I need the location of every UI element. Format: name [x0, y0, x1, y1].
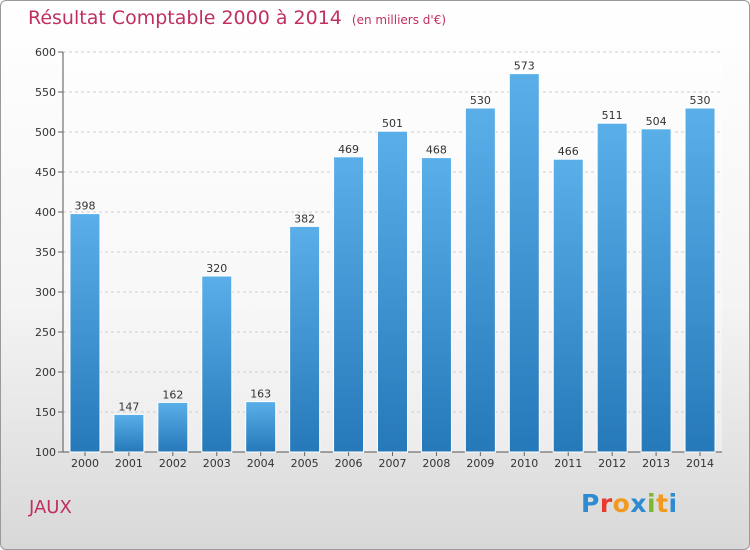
y-tick-label: 300 — [35, 286, 56, 299]
logo-letter: i — [647, 489, 657, 518]
bar — [464, 107, 496, 453]
chart-title: Résultat Comptable 2000 à 2014 — [28, 7, 342, 29]
bar — [69, 213, 101, 453]
proxiti-logo: Proxiti — [581, 489, 678, 518]
x-tick-label: 2010 — [510, 457, 538, 470]
x-tick-label: 2011 — [554, 457, 582, 470]
data-label: 530 — [690, 94, 711, 107]
x-tick-label: 2004 — [247, 457, 275, 470]
logo-letter: x — [630, 489, 647, 518]
logo-letter: r — [599, 489, 613, 518]
data-label: 320 — [206, 262, 227, 275]
y-tick-label: 250 — [35, 326, 56, 339]
bar — [245, 401, 277, 453]
x-tick-label: 2009 — [466, 457, 494, 470]
bar — [201, 275, 233, 453]
y-tick-label: 150 — [35, 406, 56, 419]
x-tick-label: 2003 — [203, 457, 231, 470]
logo-letter: t — [656, 489, 669, 518]
data-label: 147 — [118, 400, 139, 413]
y-tick-label: 200 — [35, 366, 56, 379]
data-label: 468 — [426, 144, 447, 157]
place-name: JAUX — [29, 497, 72, 518]
y-tick-label: 400 — [35, 206, 56, 219]
data-label: 163 — [250, 388, 271, 401]
x-tick-label: 2006 — [335, 457, 363, 470]
y-tick-label: 350 — [35, 246, 56, 259]
x-tick-label: 2001 — [115, 457, 143, 470]
bar — [508, 73, 540, 453]
x-tick-label: 2005 — [291, 457, 319, 470]
data-label: 469 — [338, 143, 359, 156]
x-tick-label: 2014 — [686, 457, 714, 470]
logo-letter: i — [668, 489, 678, 518]
bar — [289, 225, 321, 453]
x-tick-label: 2012 — [598, 457, 626, 470]
x-tick-label: 2002 — [159, 457, 187, 470]
logo-letter: P — [581, 489, 600, 518]
y-tick-label: 600 — [35, 46, 56, 59]
bar — [552, 158, 584, 453]
data-label: 398 — [74, 200, 95, 213]
data-label: 466 — [558, 145, 579, 158]
bar — [420, 157, 452, 453]
bar — [684, 107, 716, 453]
data-label: 501 — [382, 117, 403, 130]
bar — [640, 128, 672, 453]
data-label: 162 — [162, 388, 183, 401]
data-label: 504 — [646, 115, 667, 128]
bar — [333, 156, 365, 453]
y-tick-label: 500 — [35, 126, 56, 139]
bar — [157, 401, 189, 453]
data-label: 382 — [294, 212, 315, 225]
bar — [377, 130, 408, 453]
x-tick-label: 2008 — [422, 457, 450, 470]
chart-title-group: Résultat Comptable 2000 à 2014 (en millie… — [28, 7, 446, 29]
data-label: 573 — [514, 60, 535, 73]
unit-note: (en milliers d'€) — [351, 13, 447, 27]
x-tick-label: 2013 — [642, 457, 670, 470]
data-label: 511 — [602, 109, 623, 122]
x-tick-label: 2007 — [379, 457, 407, 470]
y-tick-label: 450 — [35, 166, 56, 179]
x-tick-label: 2000 — [71, 457, 99, 470]
bar — [113, 413, 145, 453]
y-tick-label: 100 — [35, 446, 56, 459]
logo-letter: o — [612, 489, 631, 518]
bar — [596, 122, 628, 453]
y-tick-label: 550 — [35, 86, 56, 99]
data-label: 530 — [470, 94, 491, 107]
